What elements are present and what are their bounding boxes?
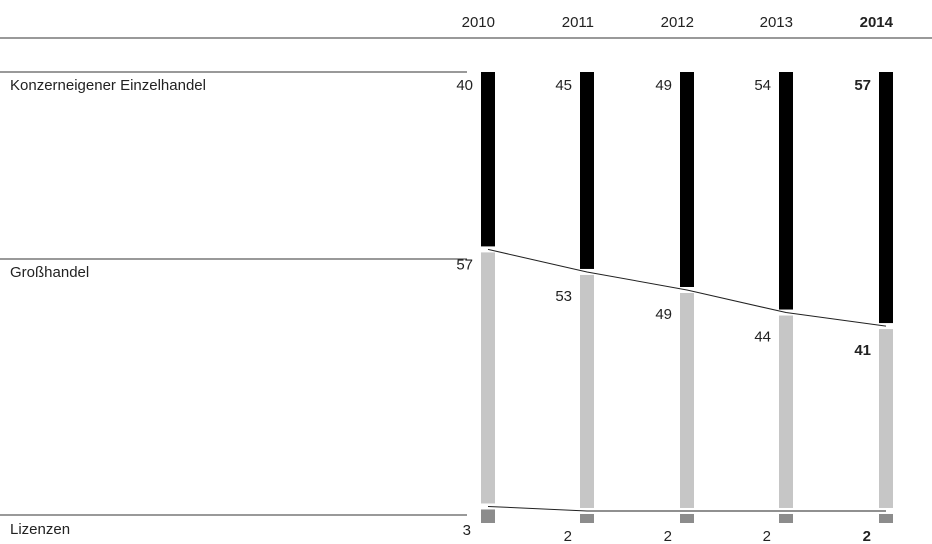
bar-2-2011 xyxy=(580,274,594,508)
bar-3-2014 xyxy=(879,513,893,523)
year-label-2012: 2012 xyxy=(661,14,694,31)
value-label-1-2013: 54 xyxy=(754,77,771,94)
connector-line-2 xyxy=(487,248,887,327)
value-label-1-2011: 45 xyxy=(555,77,572,94)
bar-1-2010 xyxy=(481,72,495,247)
year-label-2010: 2010 xyxy=(462,14,495,31)
bar-1-2014 xyxy=(879,72,893,324)
category-label-3: Lizenzen xyxy=(10,521,70,538)
value-label-3-2013: 2 xyxy=(763,528,771,544)
bar-2-2012 xyxy=(680,292,694,508)
bar-2-2013 xyxy=(779,315,793,508)
connector-line-3 xyxy=(487,505,886,512)
value-label-3-2014: 2 xyxy=(863,528,871,544)
category-label-2: Großhandel xyxy=(10,264,89,281)
value-label-2-2013: 44 xyxy=(754,329,771,346)
value-label-2-2012: 49 xyxy=(655,306,672,323)
bar-3-2010 xyxy=(481,509,495,523)
bar-3-2012 xyxy=(680,513,694,523)
value-label-3-2011: 2 xyxy=(564,528,572,544)
value-label-3-2012: 2 xyxy=(664,528,672,544)
year-label-2011: 2011 xyxy=(562,14,594,31)
bar-1-2012 xyxy=(680,72,694,287)
bar-1-2013 xyxy=(779,72,793,310)
bar-3-2013 xyxy=(779,513,793,523)
value-label-1-2010: 40 xyxy=(456,77,473,94)
value-label-3-2010: 3 xyxy=(463,522,471,539)
category-label-1: Konzerneigener Einzelhandel xyxy=(10,77,206,94)
bar-1-2011 xyxy=(580,72,594,269)
bar-3-2011 xyxy=(580,513,594,523)
bar-2-2014 xyxy=(879,329,893,508)
bar-2-2010 xyxy=(481,252,495,504)
value-label-1-2014: 57 xyxy=(854,77,871,94)
year-label-2014: 2014 xyxy=(860,14,894,31)
value-label-2-2010: 57 xyxy=(456,256,473,273)
year-label-2013: 2013 xyxy=(760,14,793,31)
value-label-2-2011: 53 xyxy=(555,288,572,305)
value-label-1-2012: 49 xyxy=(655,77,672,94)
value-label-2-2014: 41 xyxy=(854,342,871,359)
